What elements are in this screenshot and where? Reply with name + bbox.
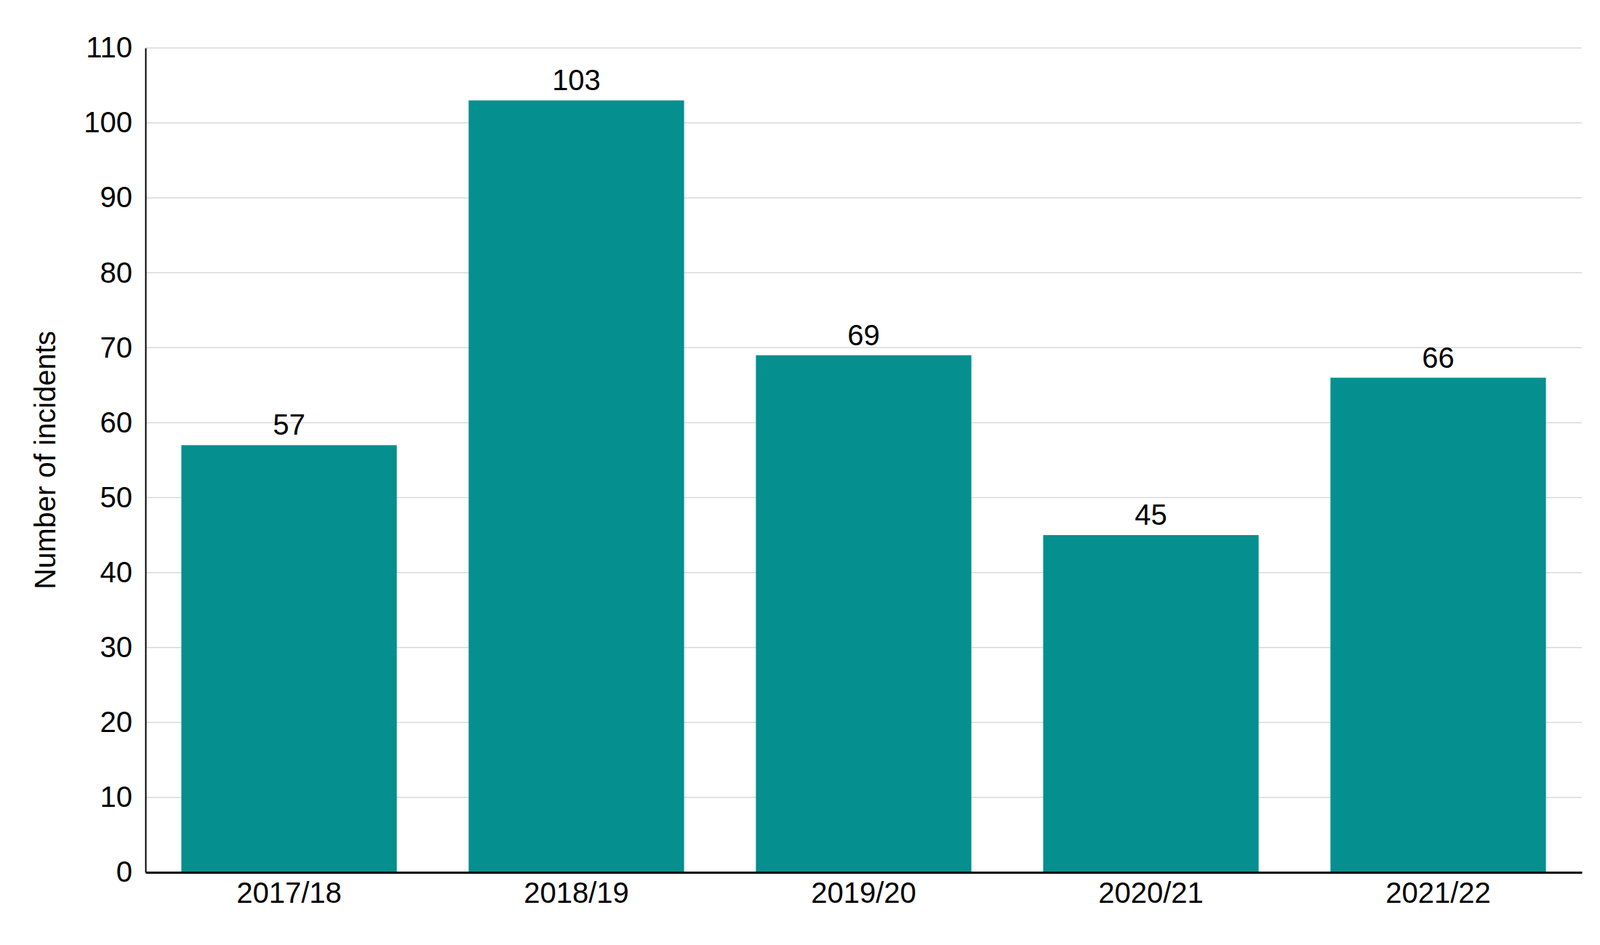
x-tick: 2018/19 xyxy=(523,872,630,910)
x-tick-label: 2018/19 xyxy=(523,877,630,910)
y-tick: 30 xyxy=(100,631,147,664)
y-tick-label: 10 xyxy=(100,781,134,814)
x-axis-line xyxy=(146,872,1583,875)
y-tick-label: 100 xyxy=(83,106,133,139)
y-axis-title: Number of incidents xyxy=(29,330,62,590)
x-tick: 2019/20 xyxy=(810,872,917,910)
data-label: 66 xyxy=(1421,341,1455,374)
y-tick-label: 0 xyxy=(116,856,133,888)
y-tick: 90 xyxy=(100,181,147,214)
x-tick: 2017/18 xyxy=(236,872,342,910)
grid xyxy=(145,48,1582,873)
x-tick-label: 2021/22 xyxy=(1385,877,1491,910)
y-tick: 100 xyxy=(83,106,146,139)
y-tick: 110 xyxy=(85,31,146,64)
y-tick: 50 xyxy=(100,481,147,514)
bar xyxy=(1042,535,1259,873)
plot: 57 103 69 45 66 0 10 20 30 40 50 60 70 80 90 100 110 2017… xyxy=(83,31,1582,910)
bar xyxy=(755,355,971,873)
grid-line xyxy=(145,197,1582,199)
y-tick-label: 90 xyxy=(100,181,134,214)
data-label: 103 xyxy=(552,64,601,96)
y-tick-label: 20 xyxy=(100,706,134,739)
y-tick: 10 xyxy=(100,781,147,814)
y-axis-line xyxy=(145,48,147,874)
y-tick: 80 xyxy=(100,256,147,289)
grid-line xyxy=(145,872,1582,874)
data-label: 57 xyxy=(272,408,306,441)
y-tick-label: 40 xyxy=(100,556,134,589)
bar xyxy=(181,445,397,873)
y-tick-label: 80 xyxy=(100,256,134,289)
bars xyxy=(181,100,1546,873)
y-tick-label: 50 xyxy=(100,481,134,514)
y-tick-label: 110 xyxy=(85,31,133,64)
grid-line xyxy=(145,272,1582,275)
bar xyxy=(1330,378,1546,873)
x-tick-label: 2020/21 xyxy=(1098,877,1204,910)
y-tick: 60 xyxy=(100,406,147,439)
y-tick: 70 xyxy=(100,331,147,364)
chart: 57 103 69 45 66 0 10 20 30 40 50 60 70 80 90 100 110 2017… xyxy=(0,0,1600,945)
x-axis: 2017/18 2018/19 2019/20 2020/21 2021/22 xyxy=(146,872,1583,910)
grid-line xyxy=(145,122,1582,124)
x-tick-label: 2017/18 xyxy=(236,877,342,910)
x-tick: 2020/21 xyxy=(1098,872,1204,910)
y-tick: 20 xyxy=(100,706,147,739)
x-tick-label: 2019/20 xyxy=(810,877,917,910)
y-tick-label: 70 xyxy=(100,331,134,364)
bar xyxy=(468,100,684,873)
x-tick: 2021/22 xyxy=(1385,872,1491,910)
y-tick-label: 60 xyxy=(100,406,134,439)
y-tick: 40 xyxy=(100,556,147,589)
y-tick-label: 30 xyxy=(100,631,134,664)
data-labels: 57 103 69 45 66 xyxy=(272,64,1455,531)
grid-line xyxy=(145,47,1582,49)
data-label: 45 xyxy=(1134,498,1168,531)
y-axis: 0 10 20 30 40 50 60 70 80 90 100 110 xyxy=(83,31,146,888)
y-tick: 0 xyxy=(116,856,146,888)
data-label: 69 xyxy=(847,319,880,352)
